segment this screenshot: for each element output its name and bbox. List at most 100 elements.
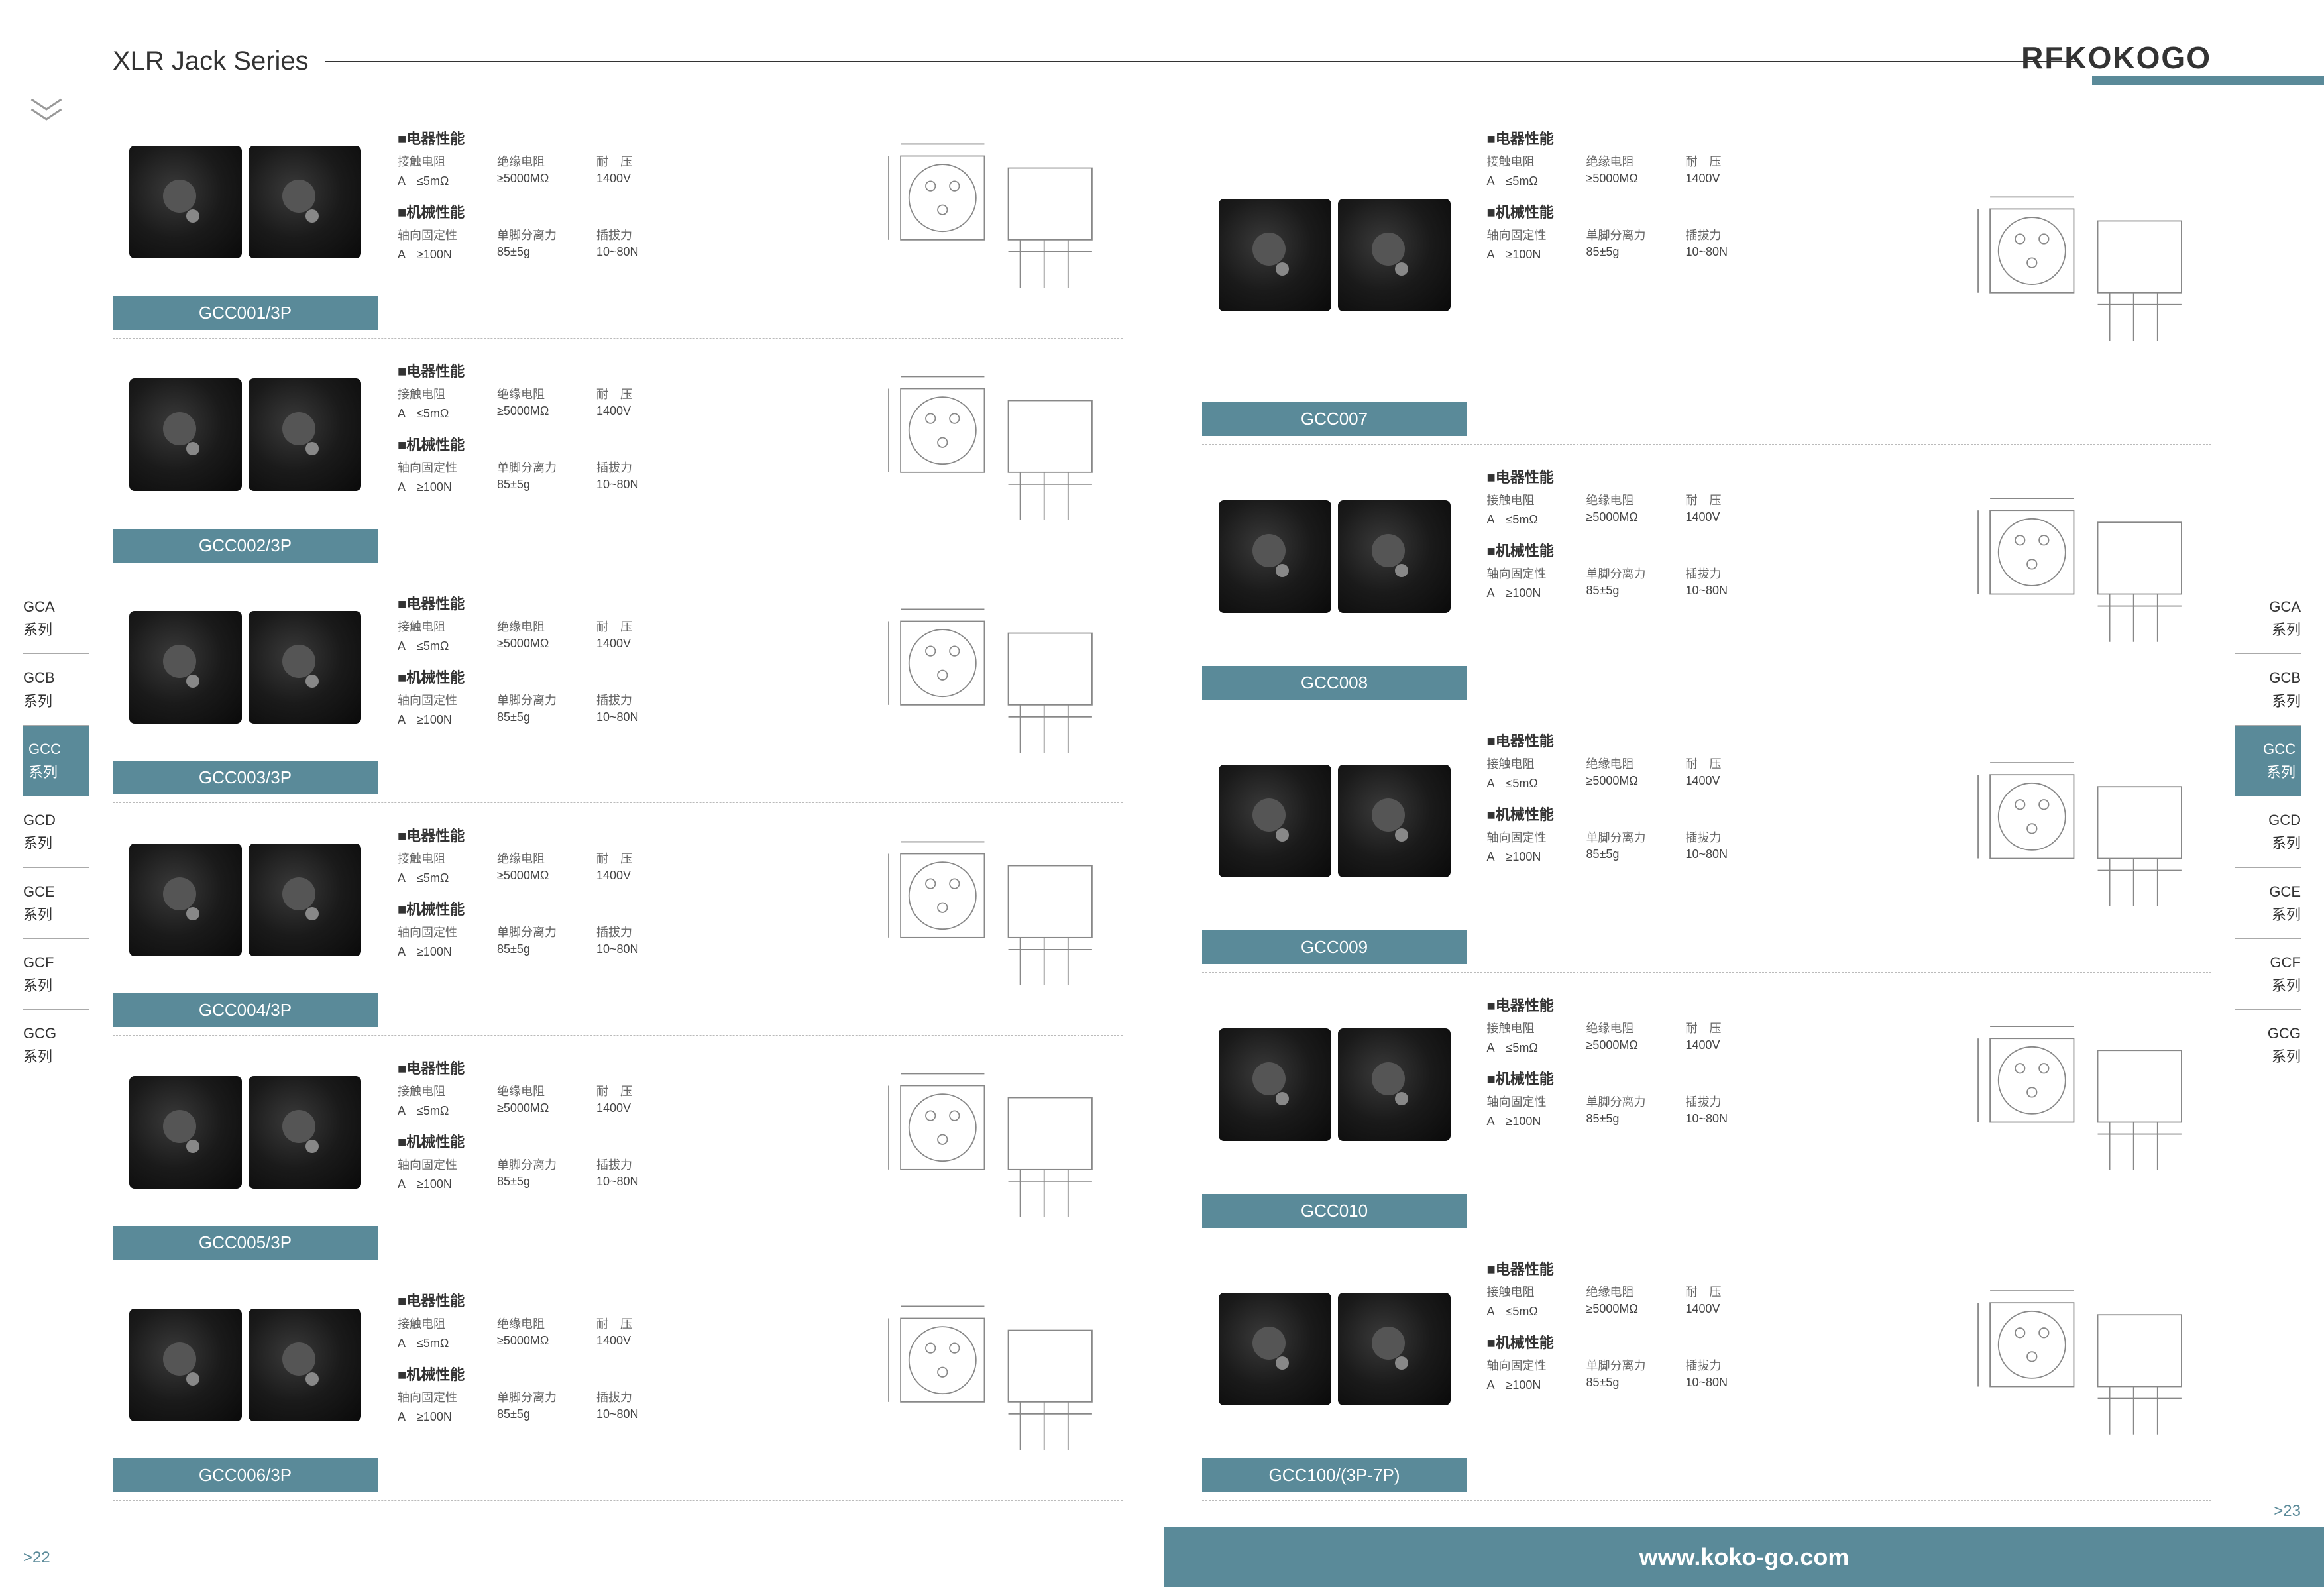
product-photo-back (249, 378, 361, 491)
elec-perf-title: ■电器性能 (1487, 994, 1940, 1015)
sidenav-item-gcc[interactable]: GCC系列 (2235, 726, 2301, 796)
mech-perf-title: ■机械性能 (398, 201, 851, 222)
product-photo-front (129, 844, 242, 956)
technical-drawing (871, 114, 1123, 330)
product-images: GCC009 (1202, 716, 1467, 964)
product-photo-back (1338, 765, 1451, 877)
product-row: GCC004/3P ■电器性能 接触电阻A ≤5mΩ 绝缘电阻≥5000MΩ 耐… (113, 803, 1123, 1036)
side-nav-right: GCA系列 GCB系列 GCC系列 GCD系列 GCE系列 GCF系列 GCG系… (2235, 583, 2301, 1081)
product-photo-front (129, 611, 242, 724)
sidenav-item-gcb[interactable]: GCB系列 (2235, 654, 2301, 725)
model-label: GCC006/3P (113, 1458, 378, 1492)
product-images: GCC001/3P (113, 114, 378, 330)
product-images: GCC100/(3P-7P) (1202, 1244, 1467, 1492)
product-photo-back (249, 611, 361, 724)
technical-drawing (871, 347, 1123, 563)
technical-drawing (1960, 716, 2211, 964)
model-label: GCC010 (1202, 1194, 1467, 1228)
model-label: GCC009 (1202, 930, 1467, 964)
sidenav-item-gca[interactable]: GCA系列 (2235, 583, 2301, 654)
technical-drawing (871, 811, 1123, 1027)
elec-perf-title: ■电器性能 (1487, 730, 1940, 751)
footer-url-bar: www.koko-go.com (1164, 1527, 2324, 1587)
product-photo-front (1219, 500, 1331, 613)
elec-perf-title: ■电器性能 (398, 127, 851, 148)
mech-perf-title: ■机械性能 (398, 666, 851, 687)
sidenav-item-gce[interactable]: GCE系列 (23, 868, 89, 939)
sidenav-item-gcd[interactable]: GCD系列 (23, 796, 89, 867)
side-nav-left: GCA系列 GCB系列 GCC系列 GCD系列 GCE系列 GCF系列 GCG系… (23, 583, 89, 1081)
spec-block: ■电器性能 接触电阻A ≤5mΩ 绝缘电阻≥5000MΩ 耐 压1400V ■机… (1467, 981, 1960, 1229)
product-row: GCC005/3P ■电器性能 接触电阻A ≤5mΩ 绝缘电阻≥5000MΩ 耐… (113, 1036, 1123, 1268)
spec-block: ■电器性能 接触电阻A ≤5mΩ 绝缘电阻≥5000MΩ 耐 压1400V ■机… (378, 114, 871, 330)
product-row: GCC010 ■电器性能 接触电阻A ≤5mΩ 绝缘电阻≥5000MΩ 耐 压1… (1202, 973, 2212, 1237)
technical-drawing (1960, 981, 2211, 1229)
title-rule (325, 61, 2079, 62)
elec-perf-title: ■电器性能 (1487, 1258, 1940, 1279)
page-header: XLR Jack Series RFKOKOGO (0, 40, 2324, 80)
spec-block: ■电器性能 接触电阻A ≤5mΩ 绝缘电阻≥5000MΩ 耐 压1400V ■机… (378, 811, 871, 1027)
product-images: GCC008 (1202, 453, 1467, 700)
sidenav-item-gcf[interactable]: GCF系列 (23, 939, 89, 1010)
elec-perf-title: ■电器性能 (398, 360, 851, 381)
sidenav-item-gce[interactable]: GCE系列 (2235, 868, 2301, 939)
model-label: GCC100/(3P-7P) (1202, 1458, 1467, 1492)
sidenav-item-gcc[interactable]: GCC系列 (23, 726, 89, 796)
mech-perf-title: ■机械性能 (398, 898, 851, 919)
product-photo-front (129, 378, 242, 491)
elec-perf-title: ■电器性能 (1487, 466, 1940, 487)
sidenav-item-gca[interactable]: GCA系列 (23, 583, 89, 654)
sidenav-item-gcb[interactable]: GCB系列 (23, 654, 89, 725)
elec-perf-title: ■电器性能 (398, 1289, 851, 1311)
product-images: GCC003/3P (113, 579, 378, 795)
mech-perf-title: ■机械性能 (398, 1130, 851, 1152)
mech-perf-title: ■机械性能 (1487, 539, 1940, 561)
elec-perf-title: ■电器性能 (398, 824, 851, 846)
product-photo-back (1338, 1028, 1451, 1141)
series-title: XLR Jack Series (113, 46, 309, 76)
mech-perf-title: ■机械性能 (1487, 201, 1940, 222)
product-row: GCC003/3P ■电器性能 接触电阻A ≤5mΩ 绝缘电阻≥5000MΩ 耐… (113, 571, 1123, 804)
sidenav-item-gcg[interactable]: GCG系列 (2235, 1010, 2301, 1081)
product-photo-back (1338, 500, 1451, 613)
product-row: GCC001/3P ■电器性能 接触电阻A ≤5mΩ 绝缘电阻≥5000MΩ 耐… (113, 106, 1123, 339)
product-row: GCC008 ■电器性能 接触电阻A ≤5mΩ 绝缘电阻≥5000MΩ 耐 压1… (1202, 445, 2212, 709)
spec-block: ■电器性能 接触电阻A ≤5mΩ 绝缘电阻≥5000MΩ 耐 压1400V ■机… (378, 347, 871, 563)
product-row: GCC009 ■电器性能 接触电阻A ≤5mΩ 绝缘电阻≥5000MΩ 耐 压1… (1202, 708, 2212, 973)
mech-perf-title: ■机械性能 (1487, 1331, 1940, 1352)
product-photo-back (1338, 1293, 1451, 1405)
sidenav-item-gcg[interactable]: GCG系列 (23, 1010, 89, 1081)
product-photo-front (129, 1309, 242, 1421)
page-number-left: >22 (23, 1549, 50, 1567)
product-photo-front (129, 1076, 242, 1189)
model-label: GCC003/3P (113, 761, 378, 794)
elec-perf-title: ■电器性能 (398, 1057, 851, 1078)
product-images: GCC005/3P (113, 1044, 378, 1260)
model-label: GCC008 (1202, 666, 1467, 700)
product-column-right: GCC007 ■电器性能 接触电阻A ≤5mΩ 绝缘电阻≥5000MΩ 耐 压1… (1202, 106, 2212, 1501)
mech-perf-title: ■机械性能 (398, 1363, 851, 1384)
chevron-down-icon (27, 89, 66, 129)
spec-block: ■电器性能 接触电阻A ≤5mΩ 绝缘电阻≥5000MΩ 耐 压1400V ■机… (378, 1276, 871, 1492)
spec-block: ■电器性能 接触电阻A ≤5mΩ 绝缘电阻≥5000MΩ 耐 压1400V ■机… (1467, 114, 1960, 436)
spec-block: ■电器性能 接触电阻A ≤5mΩ 绝缘电阻≥5000MΩ 耐 压1400V ■机… (378, 579, 871, 795)
product-photo-front (1219, 1028, 1331, 1141)
website-url: www.koko-go.com (1639, 1543, 1850, 1571)
product-photo-front (129, 146, 242, 258)
sidenav-item-gcf[interactable]: GCF系列 (2235, 939, 2301, 1010)
product-photo-back (249, 1076, 361, 1189)
sidenav-item-gcd[interactable]: GCD系列 (2235, 796, 2301, 867)
product-photo-back (249, 844, 361, 956)
page-number-right: >23 (2274, 1502, 2301, 1521)
product-photo-front (1219, 1293, 1331, 1405)
product-images: GCC006/3P (113, 1276, 378, 1492)
technical-drawing (871, 1276, 1123, 1492)
spec-block: ■电器性能 接触电阻A ≤5mΩ 绝缘电阻≥5000MΩ 耐 压1400V ■机… (378, 1044, 871, 1260)
product-photo-back (249, 1309, 361, 1421)
model-label: GCC007 (1202, 402, 1467, 436)
technical-drawing (1960, 1244, 2211, 1492)
product-photo-back (249, 146, 361, 258)
product-photo-back (1338, 199, 1451, 311)
model-label: GCC005/3P (113, 1226, 378, 1260)
mech-perf-title: ■机械性能 (1487, 1067, 1940, 1089)
